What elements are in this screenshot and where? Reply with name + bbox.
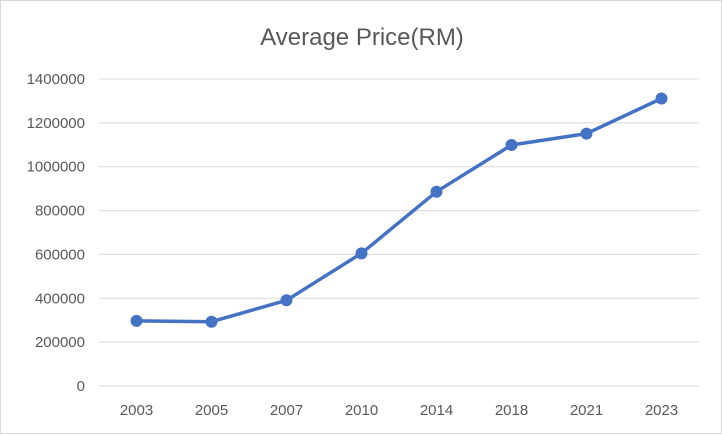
y-tick-label: 0 [77, 378, 85, 395]
gridlines [99, 78, 699, 387]
series-line [134, 96, 664, 324]
x-tick-label: 2007 [270, 402, 303, 419]
y-tick-label: 400000 [35, 290, 85, 307]
x-tick-label: 2021 [570, 402, 603, 419]
data-point-2021 [580, 127, 593, 140]
x-tick-label: 2014 [420, 402, 453, 419]
data-point-2005 [205, 315, 218, 328]
x-tick-label: 2023 [645, 402, 678, 419]
y-tick-label: 800000 [35, 203, 85, 220]
x-tick-label: 2003 [120, 402, 153, 419]
data-point-2007 [280, 294, 293, 307]
y-tick-label: 200000 [35, 334, 85, 351]
y-tick-label: 1400000 [27, 71, 85, 88]
y-tick-label: 600000 [35, 246, 85, 263]
y-axis-ticks: 0 200000 400000 600000 800000 1000000 1200000 1… [27, 71, 85, 395]
x-tick-label: 2010 [345, 402, 378, 419]
data-point-2014 [430, 185, 443, 198]
x-tick-label: 2005 [195, 402, 228, 419]
series-layer [130, 92, 668, 328]
data-point-2010 [355, 247, 368, 260]
x-tick-label: 2018 [495, 402, 528, 419]
y-tick-label: 1200000 [27, 115, 85, 132]
data-point-2003 [130, 314, 143, 327]
chart-title: Average Price(RM) [260, 24, 464, 51]
x-axis-ticks: 2003 2005 2007 2010 2014 2018 2021 2023 [120, 402, 678, 419]
data-point-2018 [505, 139, 518, 152]
y-tick-label: 1000000 [27, 159, 85, 176]
data-point-2023 [655, 92, 668, 105]
